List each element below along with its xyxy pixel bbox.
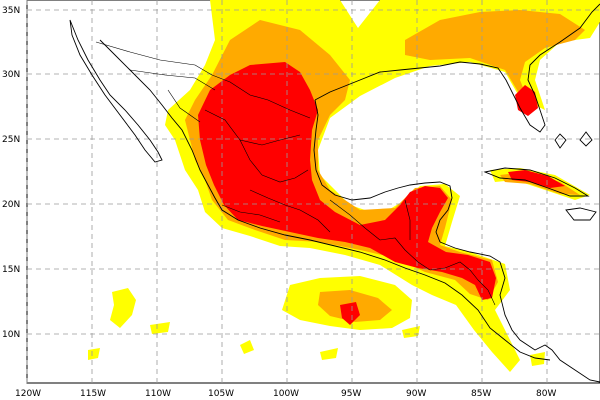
lon-label: 80W (536, 389, 556, 399)
lat-label: 25N (2, 135, 20, 145)
lat-label: 20N (2, 200, 20, 210)
red-field (198, 62, 565, 325)
lon-label: 90W (406, 389, 426, 399)
lon-label: 120W (15, 389, 41, 399)
lon-label: 85W (471, 389, 491, 399)
lat-label: 15N (2, 265, 20, 275)
lat-label: 10N (2, 330, 20, 340)
longitude-labels: 120W 115W 110W 105W 100W 95W 90W 85W 80W (15, 389, 556, 399)
lat-label: 35N (2, 6, 20, 16)
lat-label: 30N (2, 70, 20, 80)
lon-label: 115W (80, 389, 106, 399)
graticule (26, 0, 600, 383)
lon-label: 105W (208, 389, 234, 399)
coastlines (69, 3, 600, 383)
latitude-labels: 35N 30N 25N 20N 15N 10N (2, 6, 20, 340)
state-borders (95, 41, 496, 306)
lon-label: 95W (341, 389, 361, 399)
lon-label: 110W (145, 389, 171, 399)
lon-label: 100W (273, 389, 299, 399)
